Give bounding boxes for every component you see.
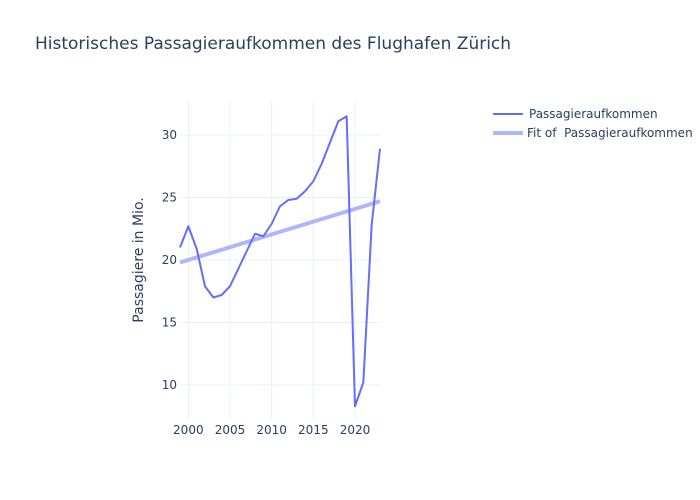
x-tick-label: 2000 <box>173 423 204 437</box>
legend[interactable]: Passagieraufkommen Fit of Passagieraufko… <box>493 107 693 140</box>
series-layer <box>179 115 381 408</box>
legend-item-fit[interactable]: Fit of Passagieraufkommen <box>493 126 693 140</box>
x-tick-label: 2020 <box>340 423 371 437</box>
y-axis-title: Passagiere in Mio. <box>131 197 147 322</box>
legend-label-fit: Fit of Passagieraufkommen <box>527 126 693 140</box>
x-tick-label: 2015 <box>298 423 329 437</box>
legend-label-passagieraufkommen: Passagieraufkommen <box>529 107 658 121</box>
legend-item-passagieraufkommen[interactable]: Passagieraufkommen <box>493 107 658 121</box>
y-tick-label: 10 <box>162 378 177 392</box>
y-tick-label: 25 <box>162 191 177 205</box>
y-tick-label: 30 <box>162 128 177 142</box>
y-tick-label: 20 <box>162 253 177 267</box>
chart-title: Historisches Passagieraufkommen des Flug… <box>35 34 512 54</box>
series-line-fit[interactable] <box>179 199 381 265</box>
tick-layer: 2000 2005 2010 2015 2020 10 15 20 25 30 <box>162 128 371 437</box>
x-tick-label: 2005 <box>215 423 246 437</box>
series-line-passagieraufkommen[interactable] <box>179 115 381 408</box>
y-tick-label: 15 <box>162 316 177 330</box>
x-tick-label: 2010 <box>256 423 287 437</box>
